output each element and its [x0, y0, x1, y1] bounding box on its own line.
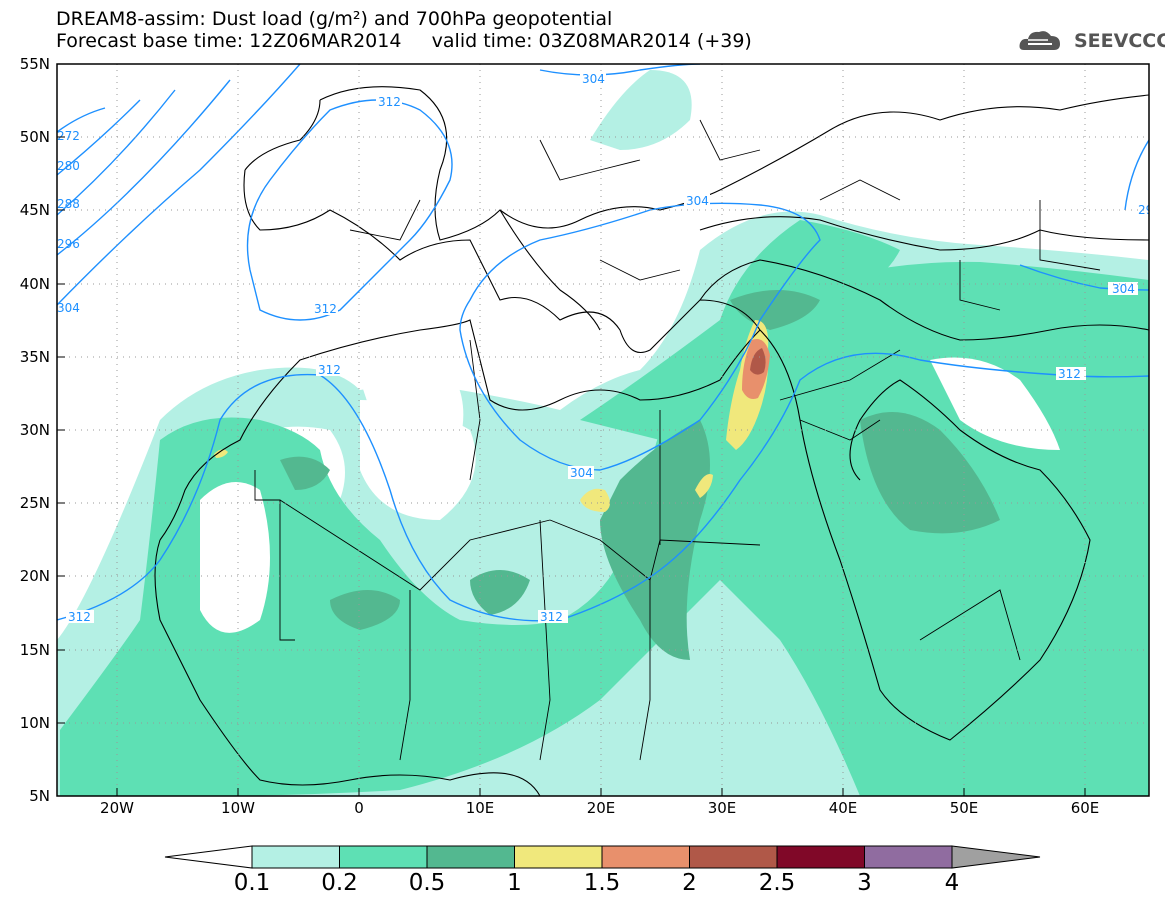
dust-shading-dark	[280, 290, 1000, 660]
dust-clear-areas	[200, 357, 1060, 633]
lon-label: 20W	[100, 799, 134, 817]
lat-label: 50N	[20, 128, 50, 146]
lat-label: 15N	[20, 641, 50, 659]
contour-label: 312	[314, 302, 337, 316]
colorbar-label: 3	[857, 870, 872, 896]
lon-label: 10W	[221, 799, 255, 817]
colorbar-max-triangle	[951, 845, 1041, 869]
latitude-labels: 55N 50N 45N 40N 35N 30N 25N 20N 15N 10N …	[20, 55, 50, 805]
colorbar-label: 2.5	[758, 870, 796, 896]
contour-label: 304	[570, 466, 593, 480]
contour-label: 312	[540, 610, 563, 624]
lat-label: 5N	[29, 787, 50, 805]
colorbar-min-triangle	[164, 845, 253, 869]
contour-label: 312	[318, 363, 341, 377]
graticule	[57, 64, 1149, 796]
colorbar-label: 1	[507, 870, 522, 896]
dust-shading-peak	[742, 339, 770, 399]
contour-label: 304	[57, 301, 80, 315]
lon-label: 0	[354, 799, 364, 817]
colorbar-swatch	[689, 845, 778, 869]
contour-label: 312	[378, 95, 401, 109]
colorbar-swatch	[776, 845, 865, 869]
contour-label: 312	[1058, 367, 1081, 381]
lon-label: 50E	[950, 799, 979, 817]
contour-label: 288	[57, 197, 80, 211]
contour-label: 280	[57, 159, 80, 173]
colorbar-swatch	[426, 845, 515, 869]
contour-label: 304	[1112, 282, 1135, 296]
longitude-labels: 20W 10W 0 10E 20E 30E 40E 50E 60E	[100, 799, 1099, 817]
lat-label: 30N	[20, 421, 50, 439]
colorbar-label: 2	[682, 870, 697, 896]
cloud-icon	[1019, 31, 1060, 50]
country-borders	[254, 119, 1101, 761]
colorbar-swatch	[601, 845, 690, 869]
contour-label: 304	[686, 194, 709, 208]
map-title: DREAM8-assim: Dust load (g/m²) and 700hP…	[56, 8, 613, 30]
colorbar-label: 1.5	[583, 870, 621, 896]
colorbar-label: 4	[944, 870, 960, 896]
colorbar-swatch	[251, 845, 340, 869]
colorbar-swatch	[339, 845, 428, 869]
colorbar	[164, 845, 1041, 869]
lat-label: 45N	[20, 201, 50, 219]
contour-label: 312	[68, 610, 91, 624]
brand-logo-text: SEEVCCC	[1074, 30, 1165, 52]
lon-label: 60E	[1071, 799, 1100, 817]
lon-label: 30E	[708, 799, 737, 817]
contour-label: 304	[582, 72, 605, 86]
colorbar-label: 0.2	[321, 870, 358, 896]
coastlines	[154, 86, 1149, 796]
geopotential-contour-labels: 304 312 304 304 312 304 312 312 312 312 …	[57, 72, 1153, 624]
lat-label: 40N	[20, 275, 50, 293]
lon-label: 20E	[587, 799, 616, 817]
lon-label: 40E	[829, 799, 858, 817]
lat-label: 55N	[20, 55, 50, 73]
colorbar-swatch	[864, 845, 953, 869]
colorbar-label: 0.5	[408, 870, 446, 896]
colorbar-swatch	[514, 845, 603, 869]
lat-label: 35N	[20, 348, 50, 366]
contour-label: 272	[57, 129, 80, 143]
axis-ticks	[57, 136, 1086, 796]
lat-label: 20N	[20, 567, 50, 585]
lon-label: 10E	[466, 799, 495, 817]
map-subtitle: Forecast base time: 12Z06MAR2014 valid t…	[56, 30, 752, 52]
lat-label: 10N	[20, 714, 50, 732]
contour-label: 29	[1138, 203, 1153, 217]
lat-label: 25N	[20, 494, 50, 512]
colorbar-label: 0.1	[233, 870, 271, 896]
contour-label: 296	[57, 237, 80, 251]
